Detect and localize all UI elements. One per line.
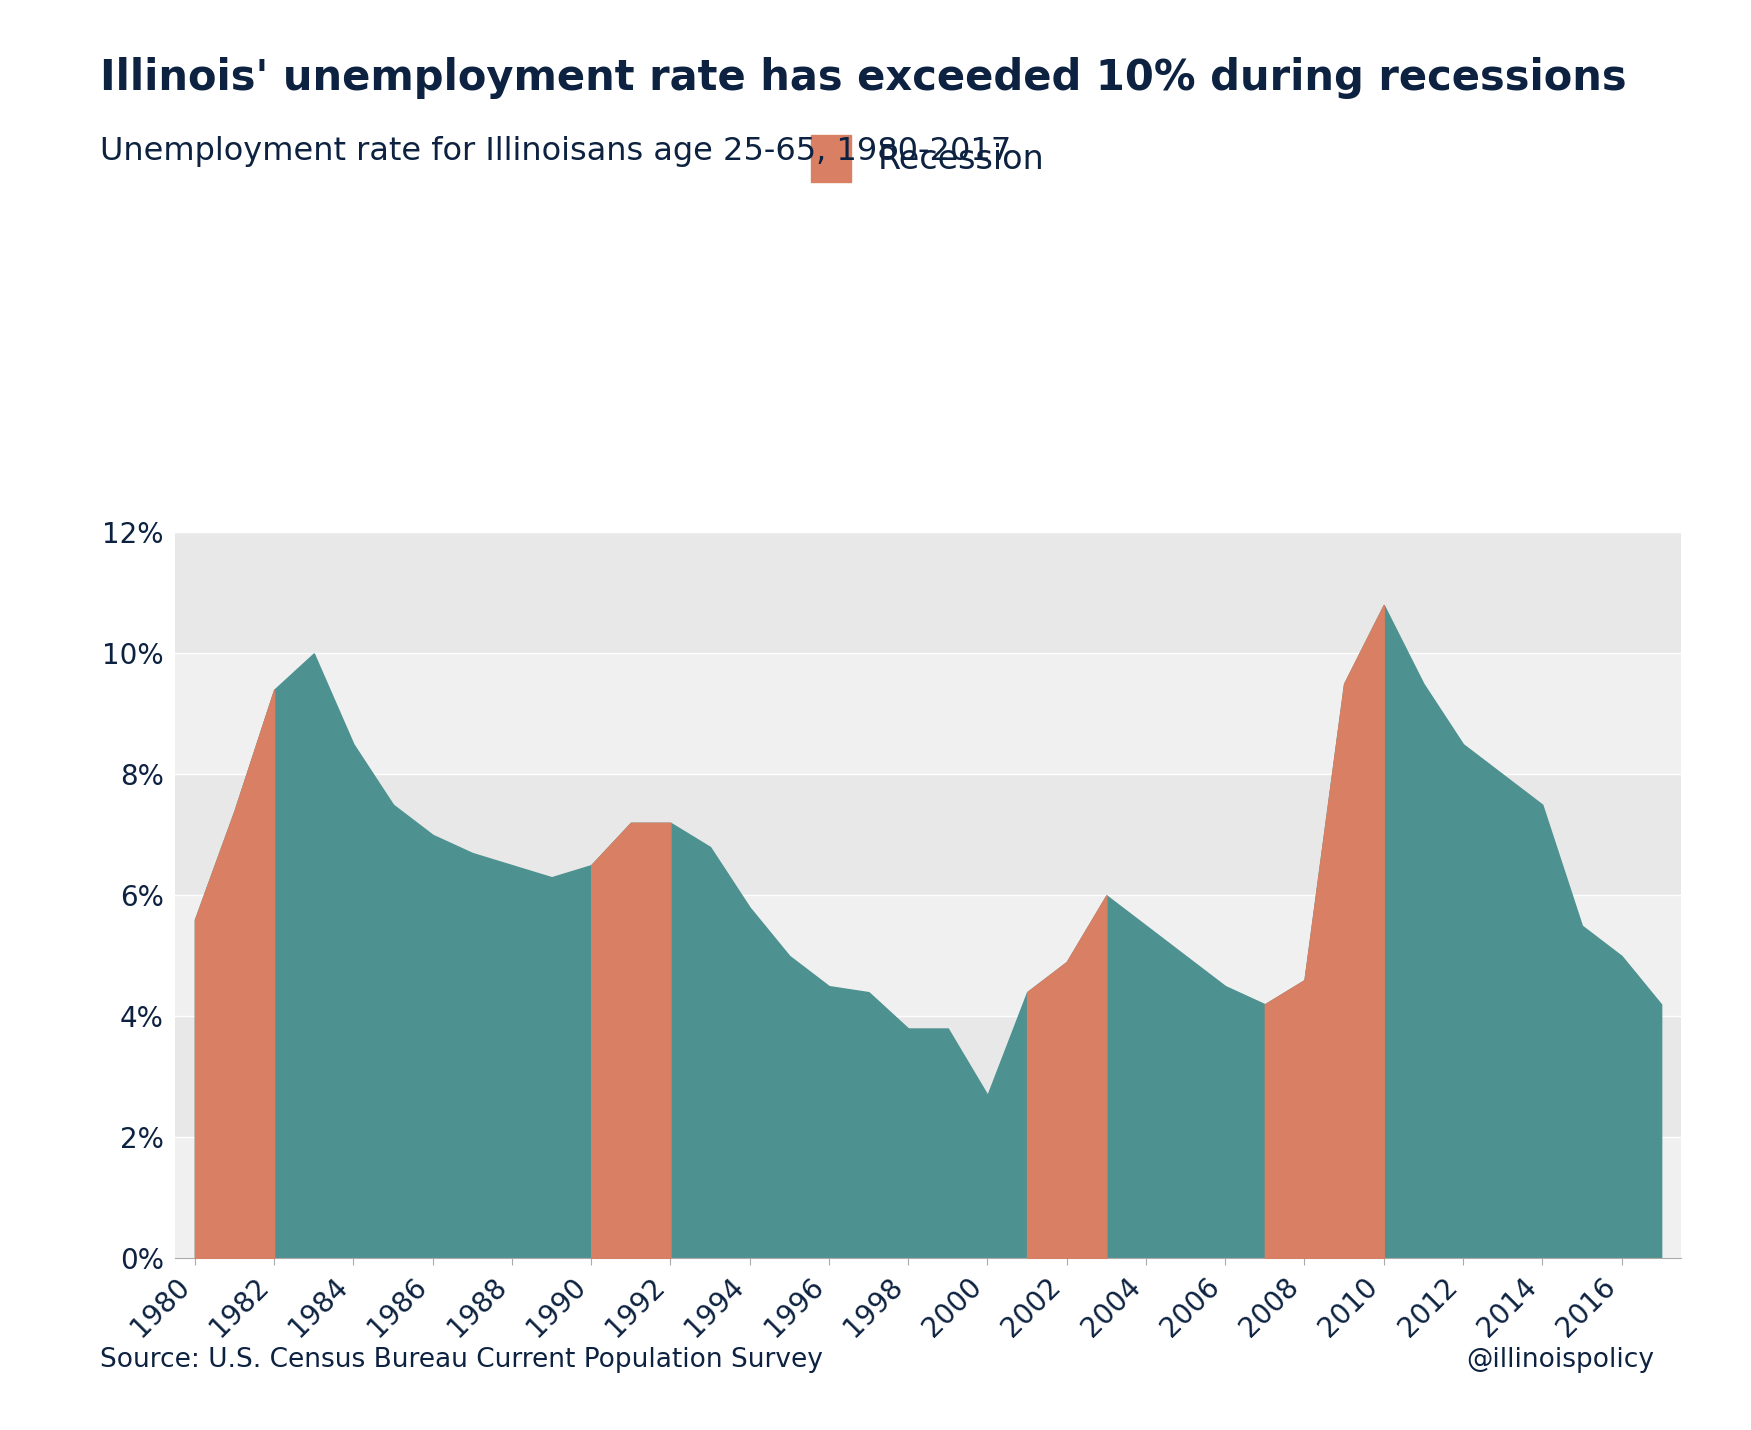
Bar	[175, 654, 1681, 775]
Text: @illinoispolicy: @illinoispolicy	[1467, 1347, 1655, 1373]
Bar	[175, 895, 1681, 1017]
Text: Illinois' unemployment rate has exceeded 10% during recessions: Illinois' unemployment rate has exceeded…	[100, 57, 1627, 99]
Bar	[175, 1137, 1681, 1258]
Text: Unemployment rate for Illinoisans age 25-65, 1980-2017: Unemployment rate for Illinoisans age 25…	[100, 136, 1010, 167]
Text: Source: U.S. Census Bureau Current Population Survey: Source: U.S. Census Bureau Current Popul…	[100, 1347, 823, 1373]
Legend: Recession: Recession	[811, 134, 1045, 182]
Bar	[175, 1017, 1681, 1137]
Bar	[175, 532, 1681, 654]
Bar	[175, 775, 1681, 895]
